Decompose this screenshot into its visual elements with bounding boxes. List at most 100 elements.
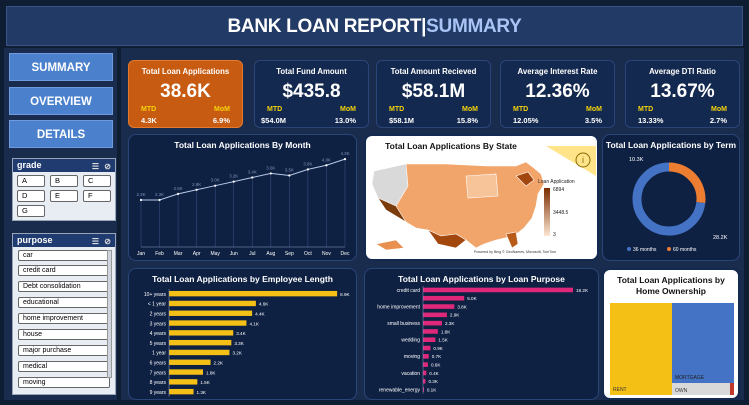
info-icon-glyph: i (582, 155, 584, 165)
purpose-option[interactable]: credit card (18, 265, 110, 276)
purpose-option[interactable]: car (18, 250, 110, 261)
bar (423, 337, 436, 343)
grade-option[interactable]: C (83, 175, 111, 187)
grade-option[interactable]: G (17, 205, 45, 217)
kpi-total-fund-amount: Total Fund Amount $435.8 MTD $54.0M MoM … (254, 60, 369, 128)
slice-label: 10.3K (629, 157, 644, 163)
x-tick-label: Nov (322, 251, 331, 257)
category-label: 7 years (150, 370, 167, 376)
category-label: 8 years (150, 380, 167, 386)
bar (169, 359, 211, 365)
category-label: wedding (401, 338, 420, 344)
data-point (158, 198, 161, 202)
value-label: 2.3K (445, 321, 455, 326)
value-label: 1.8K (441, 329, 451, 334)
category-label: < 1 year (148, 302, 167, 308)
grade-option[interactable]: B (50, 175, 78, 187)
purpose-option[interactable]: major purchase (18, 345, 110, 356)
clear-filter-icon[interactable]: ⊘ (104, 237, 111, 246)
kpi-total-amount-received: Total Amount Recieved $58.1M MTD $58.1M … (376, 60, 491, 128)
x-tick-label: Jun (230, 251, 238, 257)
value-label: 5.0K (467, 296, 477, 301)
value-label: 2.9K (450, 313, 460, 318)
data-point (269, 172, 272, 175)
category-label: renewable_energy (379, 387, 421, 393)
bar (169, 320, 247, 326)
treemap-mortgage[interactable]: MORTGAGE (672, 303, 734, 383)
category-label: moving (404, 354, 420, 360)
data-label: 3.0K (211, 178, 220, 183)
purpose-option[interactable]: home improvement (18, 313, 110, 324)
purpose-slicer: purpose ☰ ⊘ car credit card Debt consolida… (12, 233, 116, 395)
map-legend-max: 6894 (553, 187, 565, 193)
kpi-average-interest-rate: Average Interest Rate 12.36% MTD 12.05% … (500, 60, 615, 128)
value-label: 8.9K (340, 292, 350, 297)
purpose-option[interactable]: educational (18, 297, 110, 308)
california (377, 197, 407, 223)
clear-filter-icon[interactable]: ⊘ (104, 162, 111, 171)
x-tick-label: Feb (155, 251, 164, 257)
bar (169, 339, 232, 346)
bar (169, 300, 256, 307)
kpi-mtd-value: 12.05% (513, 116, 539, 125)
map-legend-mid: 3448.5 (553, 210, 569, 216)
grade-option[interactable]: D (17, 190, 45, 202)
category-label: 2 years (150, 311, 167, 317)
value-label: 1.8K (206, 370, 216, 375)
treemap-own[interactable]: OWN (672, 383, 730, 395)
donut-slice (668, 162, 706, 204)
purpose-scrollbar[interactable] (107, 250, 112, 378)
florida (505, 231, 519, 249)
kpi-mom-value: 6.9% (212, 116, 230, 125)
texas (427, 229, 467, 249)
grade-option[interactable]: E (50, 190, 78, 202)
treemap-rent[interactable]: RENT (610, 303, 672, 395)
value-label: 2.2K (214, 360, 224, 365)
data-point (343, 158, 347, 161)
kpi-mtd-label: MTD (638, 106, 654, 113)
bar (423, 387, 424, 392)
multi-select-icon[interactable]: ☰ (91, 162, 99, 171)
data-label: 3.6K (266, 165, 275, 170)
bar (169, 369, 203, 375)
bar (169, 310, 253, 316)
chart-by-home-ownership: Total Loan Applications by Home Ownershi… (602, 268, 740, 400)
purpose-option[interactable]: medical (18, 361, 110, 372)
kpi-mom-label: MoM (711, 106, 727, 113)
category-label: credit card (397, 288, 421, 294)
bar (423, 329, 438, 334)
map-legend-title: Loan Application (538, 179, 575, 185)
purpose-option[interactable]: moving (18, 377, 110, 388)
donut-chart-svg: 28.2K 10.3K 36 months 60 months (627, 157, 728, 253)
nav-overview-button[interactable]: OVERVIEW (9, 87, 113, 115)
data-point (195, 188, 198, 191)
nav-summary-button[interactable]: SUMMARY (9, 53, 113, 81)
kpi-mom-label: MoM (586, 106, 602, 113)
x-tick-label: Sep (285, 251, 294, 257)
purpose-option[interactable]: Debt consolidation (18, 281, 110, 292)
series-line (141, 158, 346, 201)
data-label: 4.0K (322, 157, 331, 162)
x-tick-label: Mar (174, 251, 183, 257)
data-point (214, 184, 217, 187)
value-label: 4.4K (255, 311, 265, 316)
grade-option[interactable]: A (17, 175, 45, 187)
chart-by-state: Total Loan Applications By State i Loan … (364, 134, 599, 261)
value-label: 1.5K (200, 380, 210, 385)
chart-title: Total Loan Applications By State (385, 141, 517, 151)
kpi-label: Average DTI Ratio (649, 67, 716, 76)
data-label: 2.3K (155, 192, 164, 197)
kpi-mom-label: MoM (340, 106, 356, 113)
data-point (251, 176, 254, 179)
x-tick-label: Jan (137, 251, 145, 257)
grade-option[interactable]: F (83, 190, 111, 202)
info-icon[interactable] (575, 152, 591, 168)
kpi-total-loan-applications: Total Loan Applications 38.6K MTD 4.3K M… (128, 60, 243, 128)
purpose-option[interactable]: house (18, 329, 110, 340)
treemap-other[interactable] (730, 383, 734, 395)
x-tick-label: Oct (304, 251, 312, 257)
multi-select-icon[interactable]: ☰ (91, 237, 99, 246)
employee-bar-svg: 10+ years 8.9K < 1 year 4.6K 2 years 4.4K 3 ye… (144, 289, 350, 397)
kpi-label: Total Amount Recieved (390, 67, 477, 76)
nav-details-button[interactable]: DETAILS (9, 120, 113, 148)
